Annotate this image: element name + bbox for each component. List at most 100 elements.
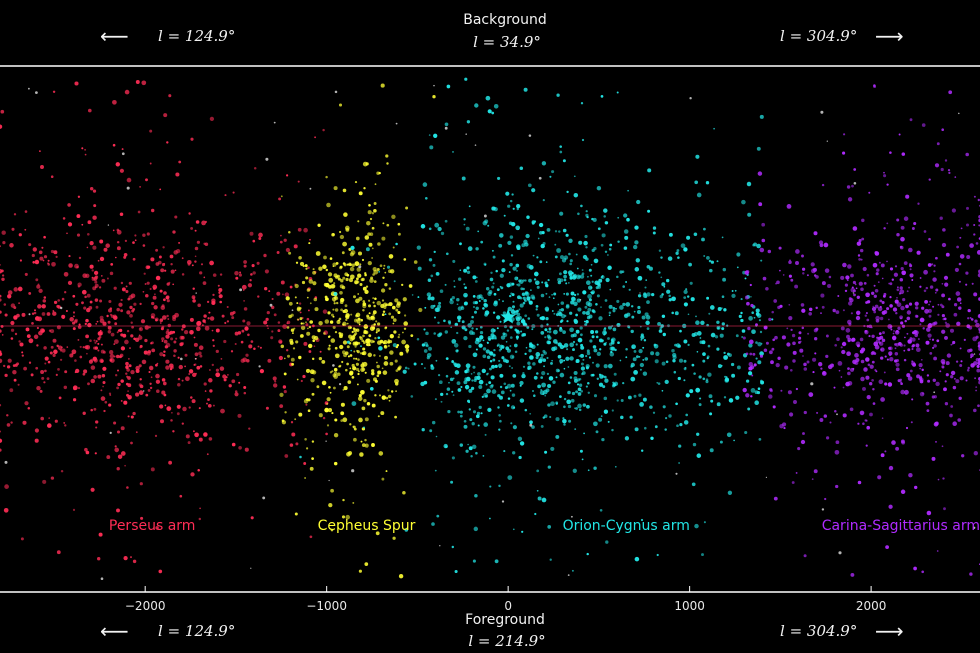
star-point [821, 305, 825, 309]
star-point [120, 426, 125, 431]
star-point [476, 294, 481, 300]
star-point [393, 280, 396, 283]
star-point [99, 329, 102, 332]
star-point [530, 344, 533, 347]
star-point [155, 248, 159, 252]
star-point [636, 199, 641, 205]
star-point [873, 310, 877, 314]
star-point [146, 281, 150, 285]
star-point [67, 222, 73, 227]
star-point [346, 362, 349, 366]
star-point [339, 365, 341, 368]
star-point [85, 273, 90, 278]
star-point [496, 288, 500, 291]
star-point [915, 315, 919, 318]
star-point [616, 299, 620, 303]
star-point [346, 322, 349, 325]
star-point [889, 151, 892, 154]
star-point [471, 379, 474, 382]
sun-star-icon [500, 309, 516, 324]
star-point [116, 430, 121, 434]
star-point [426, 353, 432, 358]
star-point [636, 309, 642, 315]
star-point [688, 262, 692, 267]
star-point [191, 399, 196, 404]
star-point [672, 355, 677, 360]
star-point [382, 370, 388, 375]
star-point [465, 449, 469, 453]
star-point [851, 184, 854, 188]
star-point [289, 443, 294, 447]
star-point [435, 435, 438, 438]
star-point [451, 339, 457, 344]
star-point [838, 369, 841, 372]
star-point [847, 264, 852, 269]
star-point [926, 510, 932, 516]
star-point [587, 275, 589, 278]
star-point [973, 408, 977, 413]
star-point [562, 159, 566, 163]
star-point [582, 358, 585, 361]
star-point [322, 416, 326, 420]
star-point [194, 246, 199, 251]
star-point [746, 181, 752, 187]
star-point [461, 305, 464, 309]
star-point [541, 281, 544, 284]
star-point [914, 485, 918, 490]
star-point [660, 276, 663, 279]
star-point [965, 271, 969, 275]
star-point [722, 277, 727, 282]
star-point [803, 367, 808, 371]
field-star [395, 122, 398, 125]
star-point [345, 514, 350, 520]
star-point [117, 369, 119, 372]
star-point [369, 386, 374, 391]
star-point [644, 426, 647, 430]
star-point [82, 346, 85, 349]
star-point [731, 293, 736, 299]
star-point [786, 327, 789, 330]
star-point [541, 382, 546, 388]
star-point [170, 419, 173, 422]
star-point [880, 397, 885, 402]
star-point [493, 300, 498, 305]
star-point [82, 372, 86, 376]
star-point [395, 308, 399, 312]
star-point [673, 370, 677, 374]
star-point [209, 260, 214, 266]
star-point [857, 422, 860, 425]
star-point [907, 247, 913, 253]
star-point [485, 287, 490, 291]
field-star [339, 383, 342, 386]
star-point [735, 395, 740, 400]
star-point [363, 341, 366, 345]
star-point [44, 369, 47, 373]
star-point [172, 283, 175, 286]
field-star [195, 292, 197, 294]
star-point [368, 242, 373, 247]
star-point [563, 293, 566, 295]
star-point [498, 484, 501, 488]
star-point [140, 319, 146, 324]
star-point [401, 283, 404, 287]
star-point [844, 289, 848, 293]
star-point [751, 311, 754, 314]
star-point [365, 247, 370, 252]
star-point [428, 134, 431, 136]
star-point [453, 362, 459, 368]
star-point [695, 154, 700, 159]
star-point [2, 241, 6, 245]
star-point [485, 95, 491, 101]
star-point [170, 269, 175, 274]
star-point [359, 283, 363, 286]
star-point [683, 296, 687, 299]
star-point [159, 289, 163, 293]
star-point [429, 145, 434, 150]
star-point [494, 559, 499, 564]
star-point [640, 518, 644, 522]
star-point [748, 339, 754, 345]
star-point [569, 376, 573, 379]
star-point [344, 225, 350, 231]
star-point [403, 321, 409, 326]
star-point [557, 369, 560, 372]
